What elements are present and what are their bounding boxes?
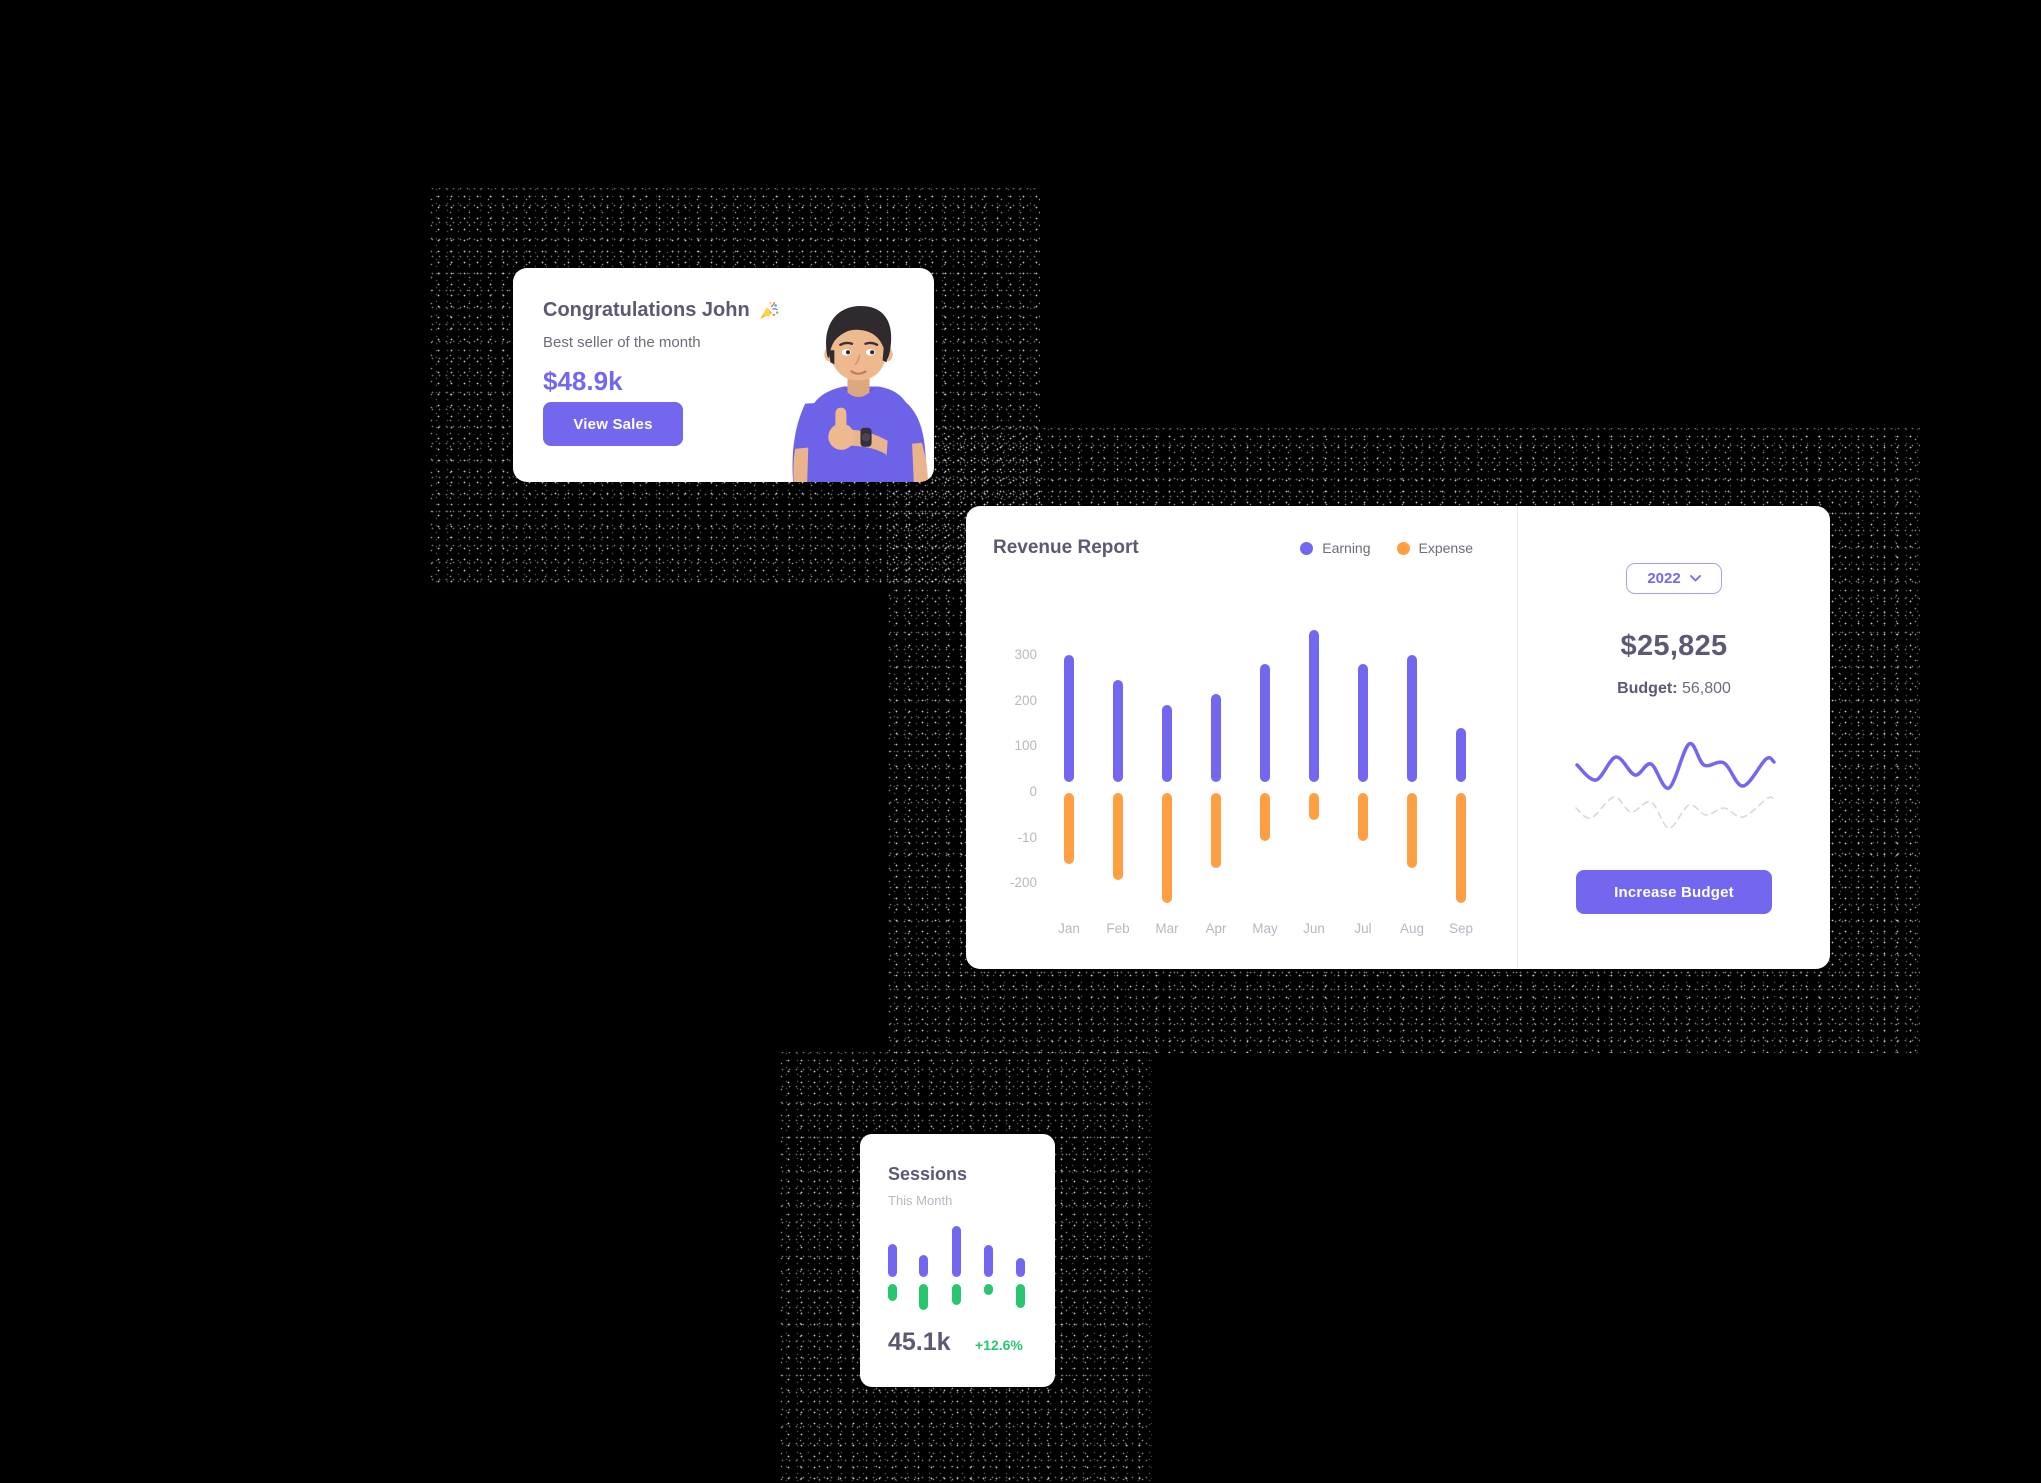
earning-bar-jul: [1358, 664, 1368, 782]
legend-expense-label: Expense: [1418, 540, 1473, 556]
x-axis-label-jan: Jan: [1058, 921, 1080, 936]
earning-bar-aug: [1407, 654, 1417, 782]
expense-bar-jun: [1309, 793, 1319, 821]
sessions-bar-up: [1015, 1258, 1025, 1277]
x-axis-label-may: May: [1252, 921, 1278, 936]
sessions-subtitle: This Month: [888, 1193, 953, 1208]
expense-bar-sep: [1456, 793, 1466, 903]
y-axis-tick: -10: [1017, 829, 1037, 845]
earning-bar-jan: [1064, 654, 1074, 782]
y-axis-tick: 300: [1014, 646, 1037, 662]
expense-bar-aug: [1407, 793, 1417, 869]
x-axis-label-jun: Jun: [1303, 921, 1325, 936]
congrats-amount: $48.9k: [543, 366, 623, 396]
budget-label: Budget:: [1617, 680, 1678, 697]
y-axis-tick: 200: [1014, 692, 1037, 708]
sessions-value: 45.1k: [888, 1328, 951, 1356]
legend-item-earning[interactable]: Earning: [1300, 540, 1371, 556]
sessions-mini-chart: [860, 1134, 1055, 1387]
earning-dot-icon: [1300, 541, 1314, 555]
sessions-bar-up: [887, 1244, 897, 1277]
revenue-total: $25,825: [1620, 630, 1728, 662]
expense-bar-may: [1260, 793, 1270, 841]
congrats-title-text: Congratulations John: [543, 299, 750, 321]
sessions-delta: +12.6%: [975, 1337, 1023, 1353]
x-axis-label-jul: Jul: [1354, 921, 1372, 936]
expense-bar-feb: [1113, 793, 1123, 880]
sparkline-solid-series: [1575, 741, 1776, 790]
congrats-title: Congratulations John: [543, 299, 779, 322]
earning-bar-may: [1260, 664, 1270, 782]
vertical-divider: [1517, 506, 1518, 969]
revenue-report-card: Revenue Report Earning Expense 300 200 100…: [966, 506, 1830, 969]
earning-bar-jun: [1309, 629, 1319, 782]
congrats-subtitle: Best seller of the month: [543, 334, 701, 351]
view-sales-button[interactable]: View Sales: [543, 402, 683, 446]
increase-budget-button[interactable]: Increase Budget: [1576, 870, 1772, 914]
congratulations-card: Congratulations John Best seller of the …: [513, 268, 934, 482]
budget-line: Budget: 56,800: [1518, 680, 1830, 698]
revenue-bar-chart: Revenue Report Earning Expense 300 200 100…: [966, 506, 1517, 969]
sessions-bar-up: [983, 1245, 993, 1277]
x-axis-label-sep: Sep: [1448, 921, 1474, 936]
expense-bar-jul: [1358, 793, 1368, 841]
sparkline-dashed-series: [1575, 796, 1775, 829]
expense-bar-mar: [1162, 793, 1172, 903]
sessions-card: Sessions This Month 45.1k +12.6%: [860, 1134, 1055, 1387]
sessions-bar-down: [1015, 1284, 1025, 1308]
y-axis-tick: 0: [1029, 784, 1037, 799]
budget-value: 56,800: [1681, 680, 1731, 697]
expense-bar-apr: [1211, 793, 1221, 869]
party-popper-icon: [759, 301, 779, 319]
year-select[interactable]: 2022: [1626, 563, 1722, 594]
sessions-title: Sessions: [888, 1164, 968, 1184]
x-axis-label-feb: Feb: [1106, 921, 1130, 936]
sessions-bar-up: [918, 1255, 928, 1277]
legend-earning-label: Earning: [1322, 540, 1371, 556]
sessions-bar-down: [887, 1284, 897, 1301]
earning-bar-mar: [1162, 705, 1172, 782]
earning-bar-feb: [1113, 680, 1123, 782]
chart-legend: Earning Expense: [966, 540, 1473, 556]
revenue-report-title: Revenue Report: [993, 537, 1139, 558]
expense-dot-icon: [1396, 541, 1410, 555]
chevron-down-icon: [1689, 575, 1701, 582]
x-axis-label-aug: Aug: [1399, 921, 1425, 936]
budget-sparkline-chart: [1575, 741, 1776, 829]
x-axis-label-apr: Apr: [1205, 921, 1227, 936]
sessions-bar-down: [918, 1284, 928, 1310]
john-character-illustration: [792, 306, 928, 482]
sessions-bar-up: [951, 1226, 961, 1277]
sessions-bar-down: [983, 1284, 993, 1295]
y-axis-tick: -200: [1009, 875, 1037, 891]
revenue-summary-panel: 2022 $25,825 Budget: 56,800 Increase Bud…: [1518, 506, 1830, 969]
earning-bar-apr: [1211, 693, 1221, 782]
expense-bar-jan: [1064, 793, 1074, 864]
year-select-value: 2022: [1647, 570, 1681, 587]
sessions-bar-down: [951, 1284, 961, 1305]
x-axis-label-mar: Mar: [1155, 921, 1179, 936]
earning-bar-sep: [1456, 728, 1466, 782]
y-axis-tick: 100: [1014, 738, 1037, 754]
legend-item-expense[interactable]: Expense: [1396, 540, 1473, 556]
